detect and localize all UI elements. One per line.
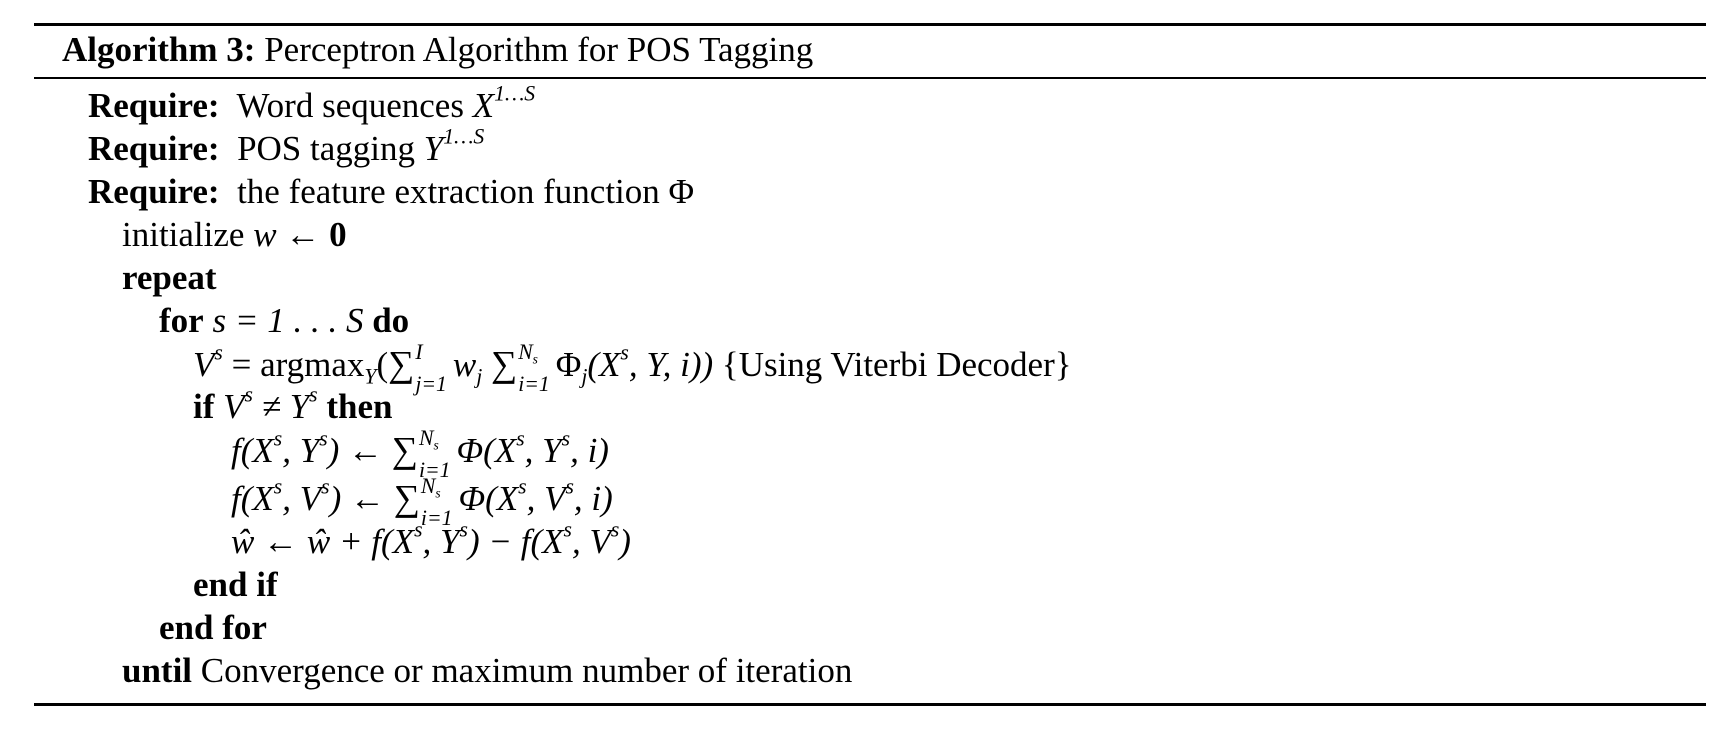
phi-index: j bbox=[581, 364, 588, 389]
argmax-op: argmax bbox=[260, 345, 365, 384]
sum-symbol: ∑ bbox=[388, 343, 415, 384]
weight-symbol: w bbox=[452, 345, 477, 384]
pred-feature-rhs: Φ(Xs, Vs, i) bbox=[458, 474, 613, 518]
end-for-keyword: end for bbox=[159, 608, 267, 647]
sum-symbol: ∑ bbox=[491, 343, 518, 384]
require-keyword: Require: bbox=[88, 172, 220, 211]
do-keyword: do bbox=[372, 301, 410, 340]
math-symbol: Φ bbox=[668, 172, 695, 211]
phi-symbol: Φ bbox=[555, 345, 582, 384]
initialize-line: initialize w ← 0 bbox=[122, 213, 347, 256]
algorithm-label: Algorithm 3: bbox=[62, 30, 256, 69]
viterbi-lhs: V bbox=[193, 345, 215, 384]
until-line: until Convergence or maximum number of i… bbox=[122, 649, 852, 692]
viterbi-comment: {Using Viterbi Decoder} bbox=[721, 345, 1072, 384]
argmax-sub: Y bbox=[364, 364, 377, 389]
weight-update-line: ŵ ← ŵ + f(Xs, Ys) − f(Xs, Vs) bbox=[231, 517, 631, 563]
gold-feature-lhs: f(Xs, Ys) ← bbox=[231, 426, 384, 470]
weight-update: ŵ ← ŵ + f(Xs, Ys) − f(Xs, Vs) bbox=[231, 517, 631, 561]
end-if-line: end if bbox=[193, 563, 278, 606]
if-keyword: if bbox=[193, 387, 215, 426]
algorithm-title: Perceptron Algorithm for POS Tagging bbox=[264, 30, 814, 69]
math-superscript: 1…S bbox=[494, 81, 536, 106]
sum-limits: Ns i=1 bbox=[421, 475, 453, 528]
math-symbol: Y bbox=[423, 129, 444, 168]
sum-limits: Ns i=1 bbox=[419, 427, 451, 480]
bottom-rule bbox=[34, 703, 1706, 706]
end-for-line: end for bbox=[159, 606, 267, 649]
gold-feature-rhs: Φ(Xs, Ys, i) bbox=[456, 426, 609, 470]
if-condition: Vs ≠ Ys bbox=[223, 382, 318, 426]
repeat-keyword: repeat bbox=[122, 258, 217, 297]
pred-feature-lhs: f(Xs, Vs) ← bbox=[231, 474, 385, 518]
require-keyword: Require: bbox=[88, 86, 220, 125]
gold-feature-line: f(Xs, Ys) ← ∑ Ns i=1 Φ(Xs, Ys, i) bbox=[231, 426, 609, 480]
math-superscript: 1…S bbox=[443, 124, 485, 149]
if-line: if Vs ≠ Ys then bbox=[193, 382, 393, 428]
phi-args: (Xs, Y, i)) bbox=[587, 340, 714, 384]
require-text: Word sequences bbox=[236, 86, 464, 125]
sum-lower: j=1 bbox=[415, 371, 447, 396]
repeat-line: repeat bbox=[122, 256, 217, 299]
initialize-text: initialize bbox=[122, 215, 245, 254]
end-if-keyword: end if bbox=[193, 565, 278, 604]
assign-arrow: ← bbox=[285, 215, 321, 254]
sum-lower: i=1 bbox=[420, 505, 453, 530]
sum-symbol: ∑ bbox=[391, 429, 418, 470]
for-keyword: for bbox=[159, 301, 204, 340]
algorithm-caption: Algorithm 3: Perceptron Algorithm for PO… bbox=[62, 24, 813, 76]
sum-symbol: ∑ bbox=[393, 477, 420, 518]
require-line-1: Require: Word sequences X1…S bbox=[88, 81, 536, 127]
viterbi-lhs-sup: s bbox=[214, 340, 223, 365]
for-line: for s = 1 . . . S do bbox=[159, 299, 409, 342]
require-text: POS tagging bbox=[237, 129, 416, 168]
require-text: the feature extraction function bbox=[237, 172, 660, 211]
sum-lower: i=1 bbox=[518, 371, 550, 396]
sum-limits: Ns i=1 bbox=[518, 341, 550, 394]
require-line-2: Require: POS tagging Y1…S bbox=[88, 124, 485, 170]
sum-upper: I bbox=[415, 340, 423, 365]
math-symbol: X bbox=[472, 86, 495, 125]
weight-var: w bbox=[253, 215, 277, 254]
pred-feature-line: f(Xs, Vs) ← ∑ Ns i=1 Φ(Xs, Vs, i) bbox=[231, 474, 613, 528]
sum-upper: Ns bbox=[518, 340, 538, 367]
equals-sign: = bbox=[231, 345, 252, 384]
until-text: Convergence or maximum number of iterati… bbox=[200, 651, 853, 690]
then-keyword: then bbox=[326, 387, 393, 426]
top-rule bbox=[34, 23, 1706, 26]
until-keyword: until bbox=[122, 651, 193, 690]
caption-rule bbox=[34, 77, 1706, 79]
weight-index: j bbox=[476, 364, 483, 389]
for-range: s = 1 . . . S bbox=[212, 301, 364, 340]
sum-upper: Ns bbox=[420, 474, 441, 501]
sum-lower: i=1 bbox=[419, 457, 451, 482]
sum-upper: Ns bbox=[419, 426, 439, 453]
require-keyword: Require: bbox=[88, 129, 220, 168]
require-line-3: Require: the feature extraction function… bbox=[88, 170, 694, 213]
zero-vector: 0 bbox=[329, 215, 347, 254]
